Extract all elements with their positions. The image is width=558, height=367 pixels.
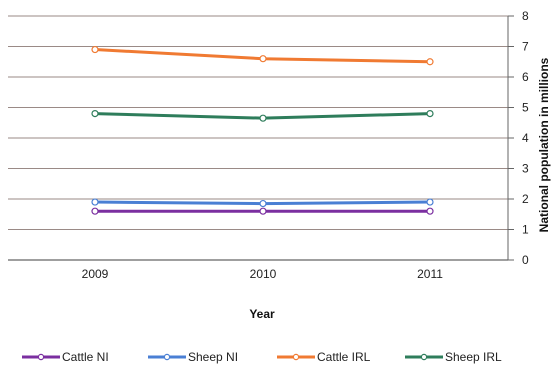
data-point: [91, 45, 99, 54]
data-point: [259, 55, 267, 63]
y-tick-label: 4: [522, 131, 529, 145]
y-tick-label: 3: [522, 162, 529, 176]
y-tick-label: 6: [522, 70, 529, 84]
legend-item: Cattle IRL: [277, 350, 371, 364]
series-sheep-ni: [91, 198, 434, 208]
gridlines: [8, 15, 508, 261]
legend-label: Cattle NI: [62, 350, 109, 364]
legend-marker: [37, 353, 45, 361]
y-tick-label: 1: [522, 223, 529, 237]
data-point: [259, 207, 267, 215]
legend: Cattle NI Sheep NI Cattle IRL Sheep IRL: [22, 350, 502, 364]
legend-marker: [163, 353, 171, 361]
legend-item: Sheep IRL: [405, 350, 502, 364]
data-point: [426, 109, 434, 118]
series-cattle-ni: [91, 207, 434, 215]
y-tick-label: 0: [522, 253, 529, 267]
legend-label: Sheep NI: [188, 350, 238, 364]
x-axis-title: Year: [249, 307, 275, 321]
legend-marker: [292, 353, 300, 361]
data-point: [426, 198, 434, 206]
data-point: [91, 109, 99, 118]
x-tick-label: 2009: [82, 267, 109, 281]
y-tick-label: 8: [522, 9, 529, 23]
x-tick-label: 2010: [250, 267, 277, 281]
data-point: [91, 198, 99, 206]
y-axis-title: National population in millions: [537, 57, 551, 232]
data-point: [426, 207, 434, 215]
x-tick-label: 2011: [417, 267, 443, 281]
y-tick-label: 7: [522, 40, 529, 54]
y-tick-label: 2: [522, 192, 529, 206]
data-point: [426, 58, 434, 66]
series-lines: [91, 45, 434, 215]
series-cattle-irl: [91, 45, 434, 66]
data-point: [259, 114, 267, 122]
y-tick-label: 5: [522, 101, 529, 115]
data-point: [259, 199, 267, 208]
x-axis-ticks: 2009 2010 2011: [82, 267, 444, 281]
legend-marker: [420, 353, 428, 361]
legend-label: Sheep IRL: [445, 350, 502, 364]
legend-label: Cattle IRL: [317, 350, 371, 364]
series-sheep-irl: [91, 109, 434, 122]
y-axis-ticks: 0 1 2 3 4 5 6 7 8: [507, 9, 529, 267]
legend-item: Cattle NI: [22, 350, 109, 364]
data-point: [91, 207, 99, 215]
legend-item: Sheep NI: [148, 350, 238, 364]
